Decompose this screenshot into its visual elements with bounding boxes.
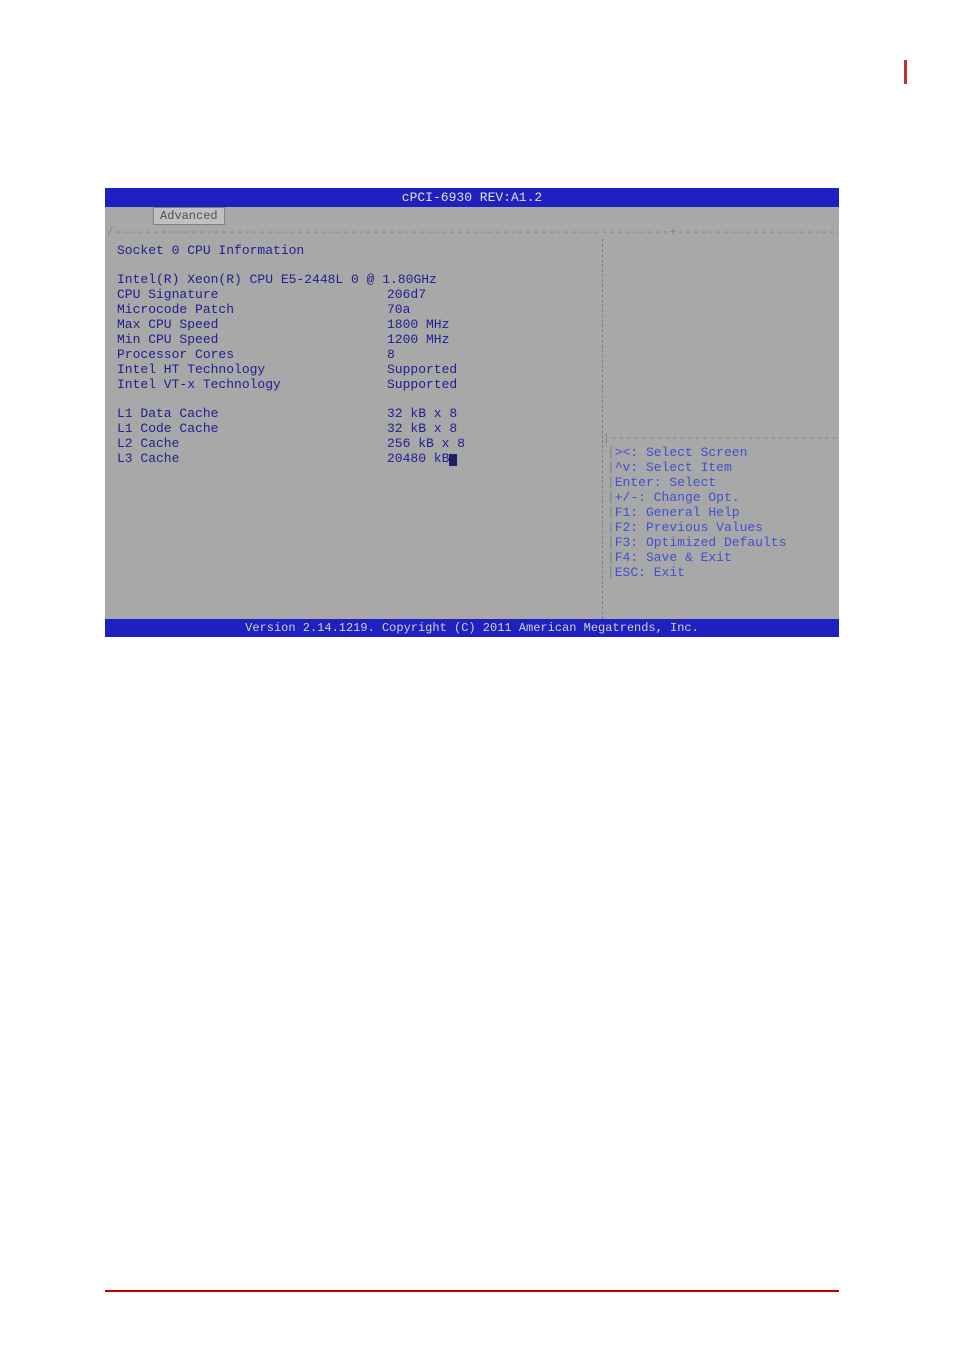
help-line: |ESC: Exit bbox=[607, 565, 839, 580]
info-value: 70a bbox=[387, 302, 410, 317]
info-row: Microcode Patch 70a bbox=[117, 302, 602, 317]
cpu-name: Intel(R) Xeon(R) CPU E5-2448L 0 @ 1.80GH… bbox=[117, 272, 437, 287]
info-label: Processor Cores bbox=[117, 347, 387, 362]
cache-row: L1 Data Cache 32 kB x 8 bbox=[117, 406, 602, 421]
info-row: Max CPU Speed 1800 MHz bbox=[117, 317, 602, 332]
cache-value: 32 kB x 8 bbox=[387, 406, 457, 421]
info-row: Intel VT-x Technology Supported bbox=[117, 377, 602, 392]
cache-label: L1 Code Cache bbox=[117, 421, 387, 436]
cache-value: 32 kB x 8 bbox=[387, 421, 457, 436]
divider-right: |------------------------------ bbox=[603, 433, 839, 445]
info-row: Intel HT Technology Supported bbox=[117, 362, 602, 377]
bios-title: cPCI-6930 REV:A1.2 bbox=[402, 190, 542, 205]
info-row: Processor Cores 8 bbox=[117, 347, 602, 362]
info-row: CPU Signature 206d7 bbox=[117, 287, 602, 302]
help-line: |+/-: Change Opt. bbox=[607, 490, 839, 505]
help-line: |Enter: Select bbox=[607, 475, 839, 490]
cache-value: 256 kB x 8 bbox=[387, 436, 465, 451]
bios-title-bar: cPCI-6930 REV:A1.2 bbox=[105, 188, 839, 207]
info-value: 1200 MHz bbox=[387, 332, 449, 347]
info-value: Supported bbox=[387, 377, 457, 392]
bios-footer: Version 2.14.1219. Copyright (C) 2011 Am… bbox=[105, 619, 839, 637]
cache-label: L2 Cache bbox=[117, 436, 387, 451]
bios-footer-text: Version 2.14.1219. Copyright (C) 2011 Am… bbox=[245, 621, 699, 635]
info-label: Microcode Patch bbox=[117, 302, 387, 317]
divider-top: /---------------------------------------… bbox=[105, 227, 839, 239]
info-label: Intel VT-x Technology bbox=[117, 377, 387, 392]
bios-window: cPCI-6930 REV:A1.2 Advanced /-----------… bbox=[105, 188, 839, 637]
help-line: |F1: General Help bbox=[607, 505, 839, 520]
help-line: |^v: Select Item bbox=[607, 460, 839, 475]
help-line: |F3: Optimized Defaults bbox=[607, 535, 839, 550]
info-label: Intel HT Technology bbox=[117, 362, 387, 377]
help-line: |F2: Previous Values bbox=[607, 520, 839, 535]
info-value: Supported bbox=[387, 362, 457, 377]
cache-label: L1 Data Cache bbox=[117, 406, 387, 421]
section-title: Socket 0 CPU Information bbox=[113, 243, 602, 258]
cache-value: 20480 kB bbox=[387, 451, 457, 466]
cache-row: L3 Cache 20480 kB bbox=[117, 451, 602, 466]
page-header-mark bbox=[904, 60, 907, 84]
help-line: |><: Select Screen bbox=[607, 445, 839, 460]
cache-row: L2 Cache 256 kB x 8 bbox=[117, 436, 602, 451]
cpu-name-row: Intel(R) Xeon(R) CPU E5-2448L 0 @ 1.80GH… bbox=[117, 272, 602, 287]
info-label: Max CPU Speed bbox=[117, 317, 387, 332]
bios-tab-row: Advanced bbox=[105, 207, 839, 227]
cpu-info-block: Intel(R) Xeon(R) CPU E5-2448L 0 @ 1.80GH… bbox=[113, 272, 602, 466]
info-label: Min CPU Speed bbox=[117, 332, 387, 347]
bios-body: Socket 0 CPU Information Intel(R) Xeon(R… bbox=[105, 239, 839, 619]
page-footer-rule bbox=[105, 1290, 839, 1292]
cursor-icon bbox=[449, 454, 457, 466]
cache-row: L1 Code Cache 32 kB x 8 bbox=[117, 421, 602, 436]
help-line: |F4: Save & Exit bbox=[607, 550, 839, 565]
info-value: 1800 MHz bbox=[387, 317, 449, 332]
info-label: CPU Signature bbox=[117, 287, 387, 302]
info-value: 8 bbox=[387, 347, 395, 362]
cache-label: L3 Cache bbox=[117, 451, 387, 466]
info-row: Min CPU Speed 1200 MHz bbox=[117, 332, 602, 347]
bios-left-panel: Socket 0 CPU Information Intel(R) Xeon(R… bbox=[105, 239, 602, 619]
help-block: |><: Select Screen |^v: Select Item |Ent… bbox=[603, 445, 839, 580]
bios-right-panel: |------------------------------ |><: Sel… bbox=[602, 239, 839, 619]
tab-advanced-label: Advanced bbox=[160, 209, 218, 223]
tab-advanced[interactable]: Advanced bbox=[153, 207, 225, 225]
info-value: 206d7 bbox=[387, 287, 426, 302]
